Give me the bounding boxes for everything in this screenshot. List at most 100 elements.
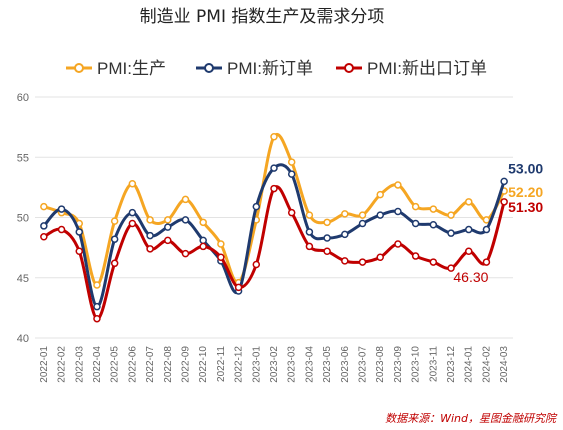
y-axis: 40 45 50 55 60 (17, 92, 29, 345)
data-point (500, 177, 508, 186)
data-point (40, 202, 48, 211)
data-point (199, 242, 207, 251)
data-point (464, 198, 473, 206)
data-point (447, 264, 455, 272)
data-point (500, 198, 508, 206)
x-tick-label: 2022-03 (74, 346, 85, 383)
data-point (358, 219, 367, 228)
data-point (128, 180, 137, 188)
legend-label: PMI:生产 (97, 59, 166, 78)
data-label: 51.30 (508, 199, 543, 215)
data-point (40, 222, 48, 230)
legend-item: PMI:新出口订单 (336, 59, 487, 78)
x-tick-label: 2023-04 (304, 346, 315, 383)
data-point (57, 205, 66, 213)
data-point (146, 245, 154, 253)
data-point (164, 216, 172, 224)
data-point (146, 216, 154, 224)
data-label: 52.20 (508, 184, 543, 200)
data-point (252, 202, 261, 211)
data-point (341, 210, 349, 218)
x-tick-label: 2022-09 (180, 346, 191, 383)
data-point (40, 233, 48, 241)
x-tick-label: 2023-10 (411, 346, 422, 383)
chart-title: 制造业 PMI 指数生产及需求分项 (140, 7, 385, 27)
data-point (305, 228, 314, 236)
x-tick-label: 2024-02 (481, 346, 492, 383)
x-tick-label: 2022-07 (145, 346, 156, 383)
x-tick-label: 2023-03 (287, 346, 298, 383)
x-tick-label: 2023-09 (393, 346, 404, 383)
data-point (376, 211, 384, 219)
data-point (411, 202, 420, 211)
data-point (429, 205, 438, 213)
legend-swatch-marker (344, 63, 354, 73)
x-tick-label: 2023-07 (358, 346, 369, 383)
data-point (217, 253, 225, 262)
x-tick-label: 2022-08 (163, 346, 174, 383)
data-point (341, 257, 349, 265)
data-point (447, 229, 455, 237)
data-point (482, 225, 491, 234)
data-point (75, 247, 84, 255)
data-point (110, 235, 119, 243)
legend-swatch-marker (204, 63, 214, 73)
data-label: 46.30 (453, 269, 488, 285)
data-point (358, 258, 367, 266)
x-tick-label: 2024-03 (499, 346, 510, 383)
data-point (75, 228, 84, 236)
data-point (323, 234, 331, 242)
data-point (482, 258, 491, 266)
data-point (323, 247, 331, 255)
x-tick-label: 2023-02 (269, 346, 280, 383)
data-point (411, 219, 420, 228)
legend-item: PMI:生产 (66, 59, 166, 78)
data-point (252, 260, 261, 269)
data-point (181, 195, 190, 204)
data-point (93, 281, 101, 289)
data-point (341, 230, 349, 239)
series-group (40, 184, 508, 323)
data-point (411, 252, 420, 260)
x-axis: 2022-01 2022-02 2022-03 2022-04 2022-05 2022-… (39, 346, 510, 383)
data-point (181, 249, 190, 258)
data-point (110, 217, 119, 225)
x-tick-label: 2022-06 (127, 346, 138, 383)
data-point (234, 283, 243, 292)
x-tick-label: 2022-05 (110, 346, 121, 383)
data-point (164, 236, 172, 245)
x-tick-label: 2022-10 (198, 346, 209, 383)
data-point (164, 223, 172, 231)
source-note: 数据来源：Wind，星图金融研究院 (385, 412, 558, 425)
series-line (43, 133, 506, 287)
data-point (429, 258, 438, 266)
data-label: 53.00 (508, 160, 543, 176)
x-tick-label: 2024-01 (464, 346, 475, 383)
x-tick-label: 2022-11 (216, 346, 227, 382)
data-point (199, 236, 207, 245)
y-tick-label: 40 (17, 333, 29, 345)
data-point (394, 181, 402, 189)
data-point (305, 242, 314, 251)
data-point (287, 208, 296, 217)
x-tick-label: 2023-12 (446, 346, 457, 383)
data-point (287, 170, 296, 178)
data-point (482, 216, 491, 224)
data-point (146, 231, 154, 240)
data-point (376, 253, 384, 262)
x-tick-label: 2023-01 (251, 346, 262, 383)
data-point (199, 218, 207, 227)
legend: PMI:生产 PMI:新订单 PMI:新出口订单 (66, 59, 487, 78)
data-point (394, 207, 402, 216)
data-point (270, 133, 278, 141)
x-tick-label: 2023-11 (428, 346, 439, 382)
data-point (128, 208, 137, 217)
data-point (323, 218, 331, 227)
legend-label: PMI:新出口订单 (367, 59, 487, 78)
data-point (110, 259, 119, 268)
x-tick-label: 2022-01 (39, 346, 50, 383)
data-point (429, 220, 438, 229)
y-tick-label: 45 (17, 273, 29, 285)
